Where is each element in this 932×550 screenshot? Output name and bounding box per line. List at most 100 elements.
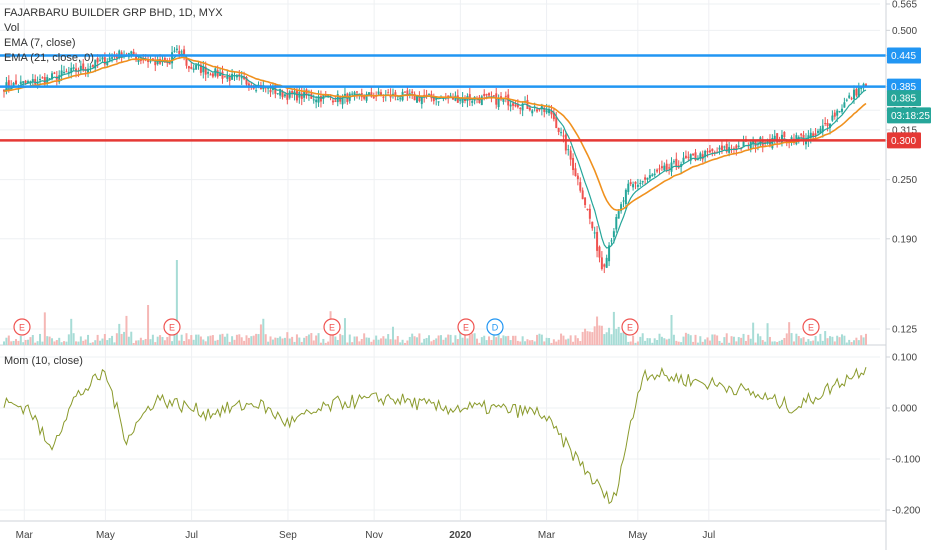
volume-bar: [79, 336, 82, 345]
candle-body: [291, 91, 294, 95]
volume-bar: [668, 338, 671, 345]
volume-bar: [581, 331, 584, 345]
volume-bar: [267, 341, 270, 345]
volume-bar: [658, 333, 661, 345]
event-marker[interactable]: [13, 318, 31, 336]
event-marker[interactable]: [457, 318, 475, 336]
candle-body: [749, 141, 752, 150]
volume-bar: [752, 322, 755, 345]
volume-bar: [785, 333, 788, 345]
volume-bar: [130, 331, 133, 345]
candle-body: [569, 150, 572, 160]
candle-body: [79, 65, 82, 70]
candle-body: [812, 133, 815, 137]
volume-bar: [377, 339, 380, 345]
volume-bar: [730, 336, 733, 345]
volume-bar: [857, 340, 860, 345]
candle-body: [370, 92, 373, 97]
candle-body: [15, 80, 18, 85]
volume-bar: [408, 336, 411, 345]
volume-bar: [783, 337, 786, 345]
volume-bar: [12, 340, 15, 345]
volume-bar: [271, 339, 274, 345]
volume-bar: [257, 334, 260, 345]
volume-bar: [322, 338, 325, 345]
candle-body: [317, 96, 320, 103]
volume-bar: [399, 342, 402, 345]
event-marker[interactable]: [486, 318, 504, 336]
volume-bar: [766, 323, 769, 345]
candle-body: [418, 95, 421, 102]
volume-bar: [72, 333, 75, 345]
volume-bar: [504, 336, 507, 345]
candle-body: [615, 217, 618, 230]
x-tick-label: May: [628, 530, 647, 541]
candle-body: [372, 96, 375, 99]
volume-bar: [343, 318, 346, 345]
volume-bar: [108, 338, 111, 345]
candle-body: [713, 151, 716, 153]
legend-ema7[interactable]: EMA (7, close): [4, 37, 76, 49]
event-marker[interactable]: [163, 318, 181, 336]
candle-body: [711, 148, 714, 152]
volume-bar: [161, 337, 164, 345]
candle-body: [646, 177, 649, 180]
candle-body: [552, 113, 555, 120]
event-marker[interactable]: [323, 318, 341, 336]
event-marker[interactable]: [621, 318, 639, 336]
candle-body: [809, 132, 812, 139]
candle-body: [286, 93, 289, 100]
volume-bar: [243, 340, 246, 345]
volume-bar: [708, 340, 711, 345]
volume-bar: [567, 338, 570, 345]
volume-bar: [680, 342, 683, 345]
candle-body: [737, 145, 740, 147]
event-marker[interactable]: [802, 318, 820, 336]
legend-ema21[interactable]: EMA (21, close, 0): [4, 52, 94, 64]
legend-vol[interactable]: Vol: [4, 22, 20, 34]
volume-bar: [358, 341, 361, 345]
volume-bar: [295, 334, 298, 345]
volume-bar: [255, 333, 258, 345]
volume-bar: [286, 332, 289, 345]
volume-bar: [749, 338, 752, 345]
last-price-tag: [887, 90, 921, 107]
symbol-title[interactable]: FAJARBARU BUILDER GRP BHD, 1D, MYX: [4, 7, 223, 19]
volume-bar: [646, 338, 649, 345]
candle-body: [857, 86, 860, 98]
volume-bar: [70, 318, 73, 345]
candle-body: [269, 89, 272, 93]
volume-bar: [163, 340, 166, 345]
volume-bar: [720, 342, 723, 345]
candle-body: [497, 97, 500, 108]
candle-body: [19, 81, 22, 84]
volume-bar: [593, 326, 596, 345]
volume-bar: [219, 334, 222, 345]
candle-body: [101, 57, 104, 60]
volume-bar: [31, 335, 34, 345]
main-legend: FAJARBARU BUILDER GRP BHD, 1D, MYX Vol E…: [4, 6, 223, 66]
volume-bar: [423, 338, 426, 345]
candle-body: [96, 58, 99, 63]
volume-bar: [360, 338, 363, 345]
volume-bar: [780, 339, 783, 345]
volume-bar: [82, 340, 85, 345]
candle-body: [216, 70, 219, 77]
volume-bar: [238, 334, 241, 345]
horizontal-lines[interactable]: [0, 54, 886, 142]
candle-body: [27, 81, 30, 83]
candle-body: [281, 91, 284, 98]
volume-bar: [509, 340, 512, 345]
candle-body: [36, 82, 39, 84]
candle-body: [548, 109, 551, 114]
volume-bar: [670, 315, 673, 345]
legend-mom[interactable]: Mom (10, close): [4, 355, 83, 367]
volume-bar: [512, 335, 515, 345]
candle-body: [572, 157, 575, 170]
volume-bar: [608, 327, 611, 345]
volume-bar: [855, 337, 858, 345]
volume-bar: [526, 339, 529, 345]
candle-body: [89, 66, 92, 68]
